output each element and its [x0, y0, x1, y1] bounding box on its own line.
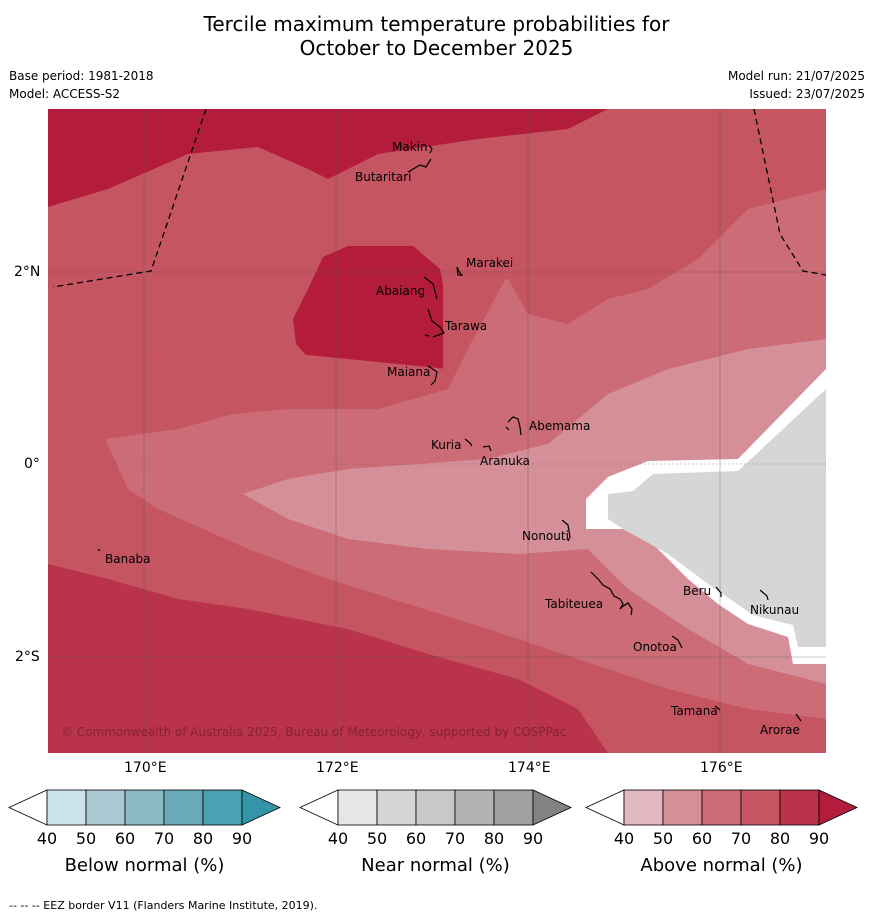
lon-label-174: 174°E — [508, 760, 551, 776]
colorbar-segment — [740, 789, 781, 826]
colorbar-segment — [779, 789, 820, 826]
colorbar-extend-low — [585, 789, 625, 826]
model-run: Model run: 21/07/2025 — [727, 69, 865, 83]
band-60-70-fill — [105, 179, 826, 719]
colorbar-extend-low — [299, 789, 339, 826]
place-label: Beru — [683, 584, 711, 598]
colorbar-tick-label: 40 — [614, 829, 634, 848]
colorbar-label: Below normal (%) — [65, 855, 225, 876]
place-label: Butaritari — [355, 170, 412, 184]
lon-label-172: 172°E — [316, 760, 359, 776]
colorbar-segment — [415, 789, 456, 826]
place-label: Aranuka — [480, 454, 530, 468]
colorbar-extend-high — [532, 789, 572, 826]
eez-borders — [52, 109, 826, 288]
place-label: Abemama — [529, 419, 590, 433]
colorbar-tick-label: 50 — [76, 829, 96, 848]
colorbar-tick-label: 60 — [115, 829, 135, 848]
issued-date: Issued: 23/07/2025 — [749, 87, 865, 101]
colorbar-tick-label: 40 — [328, 829, 348, 848]
colorbar-tick-label: 90 — [809, 829, 829, 848]
colorbar-tick-label: 80 — [193, 829, 213, 848]
colorbar-segment — [46, 789, 87, 826]
map-title: Tercile maximum temperature probabilitie… — [0, 12, 873, 60]
lon-label-176: 176°E — [700, 760, 743, 776]
colorbar-tick-label: 70 — [731, 829, 751, 848]
colorbar-tick-label: 70 — [445, 829, 465, 848]
colorbar-tick-label: 60 — [692, 829, 712, 848]
colorbar-segment — [623, 789, 664, 826]
lat-label-2n: 2°N — [14, 264, 41, 280]
colorbar-segment — [376, 789, 417, 826]
colorbar-tick-label: 70 — [154, 829, 174, 848]
colorbar-segment — [454, 789, 495, 826]
colorbar-extend-high — [241, 789, 281, 826]
colorbar-segment — [662, 789, 703, 826]
colorbar-extend-high — [818, 789, 858, 826]
place-label: Onotoa — [633, 640, 677, 654]
place-label: Tamana — [670, 704, 718, 718]
footer-note: -- -- -- EEZ border V11 (Flanders Marine… — [9, 899, 318, 912]
colorbar-above-normal: 40 50 60 70 80 90 Above normal (%) — [585, 789, 858, 876]
colorbar-tick-label: 80 — [484, 829, 504, 848]
colorbar-segment — [701, 789, 742, 826]
place-label: Marakei — [466, 256, 513, 270]
colorbar-segment — [337, 789, 378, 826]
colorbar-label: Above normal (%) — [640, 855, 802, 876]
place-label: Nikunau — [750, 603, 799, 617]
place-label: Abaiang — [376, 284, 425, 298]
meta-right: Model run: 21/07/2025 Issued: 23/07/2025 — [728, 67, 865, 103]
band-over-90-north — [48, 109, 608, 207]
graticule — [48, 109, 826, 753]
title-line-2: October to December 2025 — [299, 36, 574, 60]
place-labels: Makin Butaritari Marakei Abaiang Tarawa … — [105, 140, 800, 737]
map-panel: Makin Butaritari Marakei Abaiang Tarawa … — [48, 109, 826, 753]
colorbar-below-normal: 40 50 60 70 80 90 Below normal (%) — [8, 789, 281, 876]
title-line-1: Tercile maximum temperature probabilitie… — [203, 12, 670, 36]
colorbar-tick-label: 50 — [367, 829, 387, 848]
colorbar-near-normal: 40 50 60 70 80 90 Near normal (%) — [299, 789, 572, 876]
colorbar-tick-label: 90 — [523, 829, 543, 848]
near-normal-area — [608, 389, 826, 647]
lon-label-170: 170°E — [124, 760, 167, 776]
colorbar-segment — [163, 789, 204, 826]
colorbar-extend-low — [8, 789, 48, 826]
colorbar-label: Near normal (%) — [361, 855, 510, 876]
band-70-80-tongue — [443, 159, 826, 389]
band-70-80-north — [48, 109, 826, 379]
colorbar-tick-label: 90 — [232, 829, 252, 848]
colorbar-segment — [202, 789, 243, 826]
place-label: Tarawa — [444, 319, 487, 333]
colorbar-tick-label: 80 — [770, 829, 790, 848]
lat-label-eq: 0° — [24, 456, 40, 472]
colorbar-segment — [493, 789, 534, 826]
meta-left: Base period: 1981-2018 Model: ACCESS-S2 — [9, 67, 154, 103]
place-label: Makin — [392, 140, 428, 154]
colorbar-tick-label: 40 — [37, 829, 57, 848]
lat-label-2s: 2°S — [15, 649, 40, 665]
place-label: Kuria — [431, 438, 462, 452]
place-label: Maiana — [387, 365, 430, 379]
colorbar-segment — [85, 789, 126, 826]
place-label: Banaba — [105, 552, 151, 566]
base-period: Base period: 1981-2018 — [9, 69, 154, 83]
place-label: Nonouti — [522, 529, 569, 543]
place-label: Tabiteuea — [544, 597, 603, 611]
colorbar-segment — [124, 789, 165, 826]
place-label: Arorae — [760, 723, 800, 737]
colorbar-tick-label: 60 — [406, 829, 426, 848]
copyright-text: © Commonwealth of Australia 2025, Bureau… — [61, 725, 566, 739]
model-name: Model: ACCESS-S2 — [9, 87, 121, 101]
island-outlines — [97, 144, 802, 722]
colorbar-tick-label: 50 — [653, 829, 673, 848]
colorbars: 40 50 60 70 80 90 Below normal (%) 40 50 60 70 80 9… — [8, 789, 858, 876]
